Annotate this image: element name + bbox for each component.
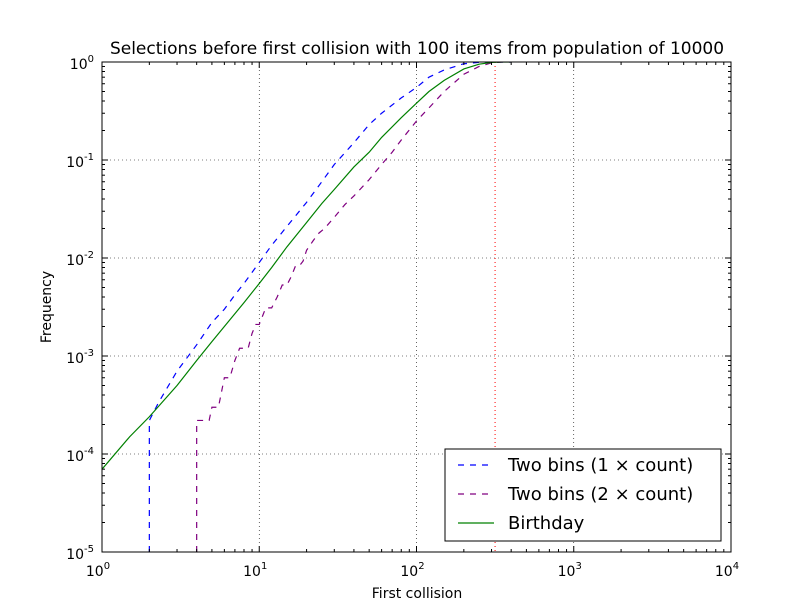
y-axis-label: Frequency [39,271,55,343]
y-tick-label: 10-5 [66,544,94,563]
y-tick-label: 10-2 [66,250,94,269]
x-tick-label: 103 [558,561,582,580]
y-tick-label: 10-4 [66,446,94,465]
legend-box [444,448,722,542]
x-tick-label: 102 [400,561,424,580]
y-tick-label: 100 [70,54,94,73]
ticks [101,61,732,553]
x-tick-label: 101 [243,561,267,580]
series-line-3 [102,62,512,470]
legend: Two bins (1 × count) Two bins (2 × count)… [444,448,722,542]
y-tick-label: 10-3 [66,348,94,367]
legend-label-3: Birthday [508,513,585,534]
x-tick-label: 100 [86,561,110,580]
chart-title: Selections before first collision with 1… [110,39,724,59]
series-line-1 [148,62,512,552]
x-axis-label: First collision [372,586,462,602]
tick-labels: 100 101 102 103 104 10-5 10-4 10-3 10-2 10-1 100 [66,54,739,580]
legend-label-1: Two bins (1 × count) [507,455,693,476]
y-tick-label: 10-1 [66,152,94,171]
x-tick-label: 104 [715,561,739,580]
legend-label-2: Two bins (2 × count) [507,484,693,505]
